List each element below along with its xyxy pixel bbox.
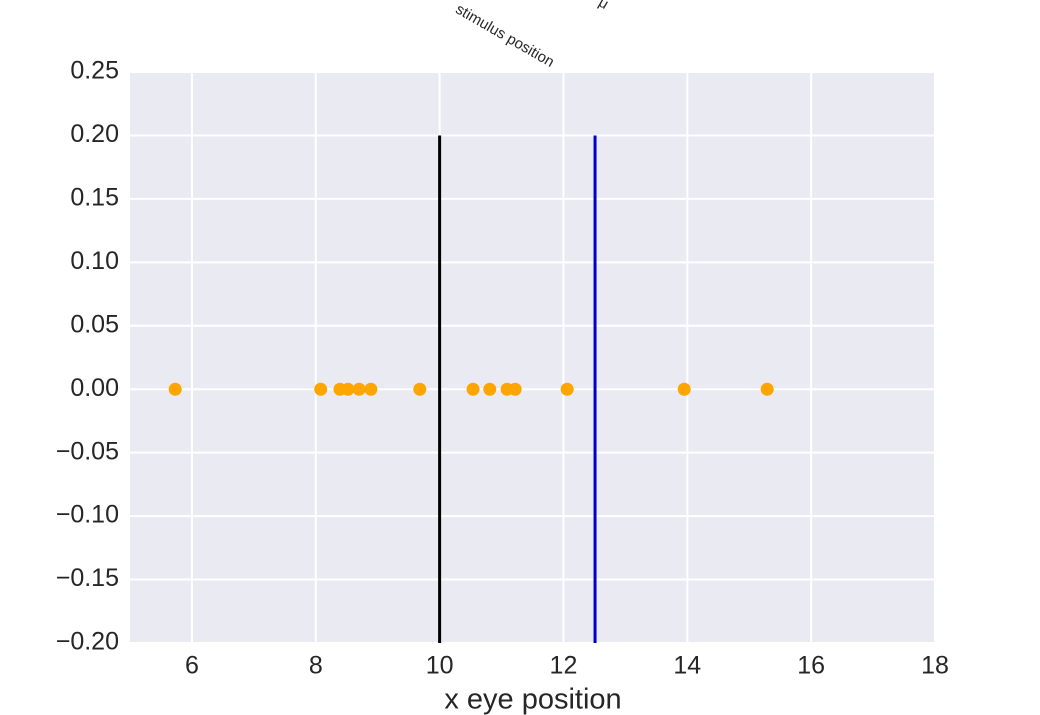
scatter-point [508, 382, 522, 396]
y-tick-label: 0.15 [70, 183, 119, 211]
x-tick-label: 8 [309, 652, 323, 680]
x-axis-label: x eye position [444, 684, 621, 715]
y-tick-label: −0.20 [56, 628, 119, 656]
vertical-line-label: stimulus position [453, 1, 558, 71]
y-tick-label: −0.15 [56, 564, 119, 592]
scatter-point [352, 382, 366, 396]
y-tick-label: 0.05 [70, 310, 119, 338]
scatter-point [760, 382, 774, 396]
x-tick-label: 16 [797, 652, 825, 680]
y-tick-label: 0.20 [70, 120, 119, 148]
y-tick-label: −0.10 [56, 501, 119, 529]
y-tick-label: 0.10 [70, 247, 119, 275]
x-tick-label: 14 [673, 652, 701, 680]
y-tick-label: 0.25 [70, 57, 119, 85]
scatter-point [413, 382, 427, 396]
x-tick-label: 6 [185, 652, 199, 680]
scatter-point [364, 382, 378, 396]
scatter-point [341, 382, 355, 396]
x-tick-label: 10 [426, 652, 454, 680]
x-tick-label: 18 [921, 652, 949, 680]
plot-area [130, 72, 935, 643]
scatter-point [466, 382, 480, 396]
vertical-line-label: μ [596, 0, 612, 13]
y-tick-label: 0.00 [70, 374, 119, 402]
scatter-point [168, 382, 182, 396]
x-tick-label: 12 [550, 652, 578, 680]
scatter-point [560, 382, 574, 396]
scatter-point [483, 382, 497, 396]
scatter-point [314, 382, 328, 396]
scatter-point [677, 382, 691, 396]
y-tick-label: −0.05 [56, 437, 119, 465]
